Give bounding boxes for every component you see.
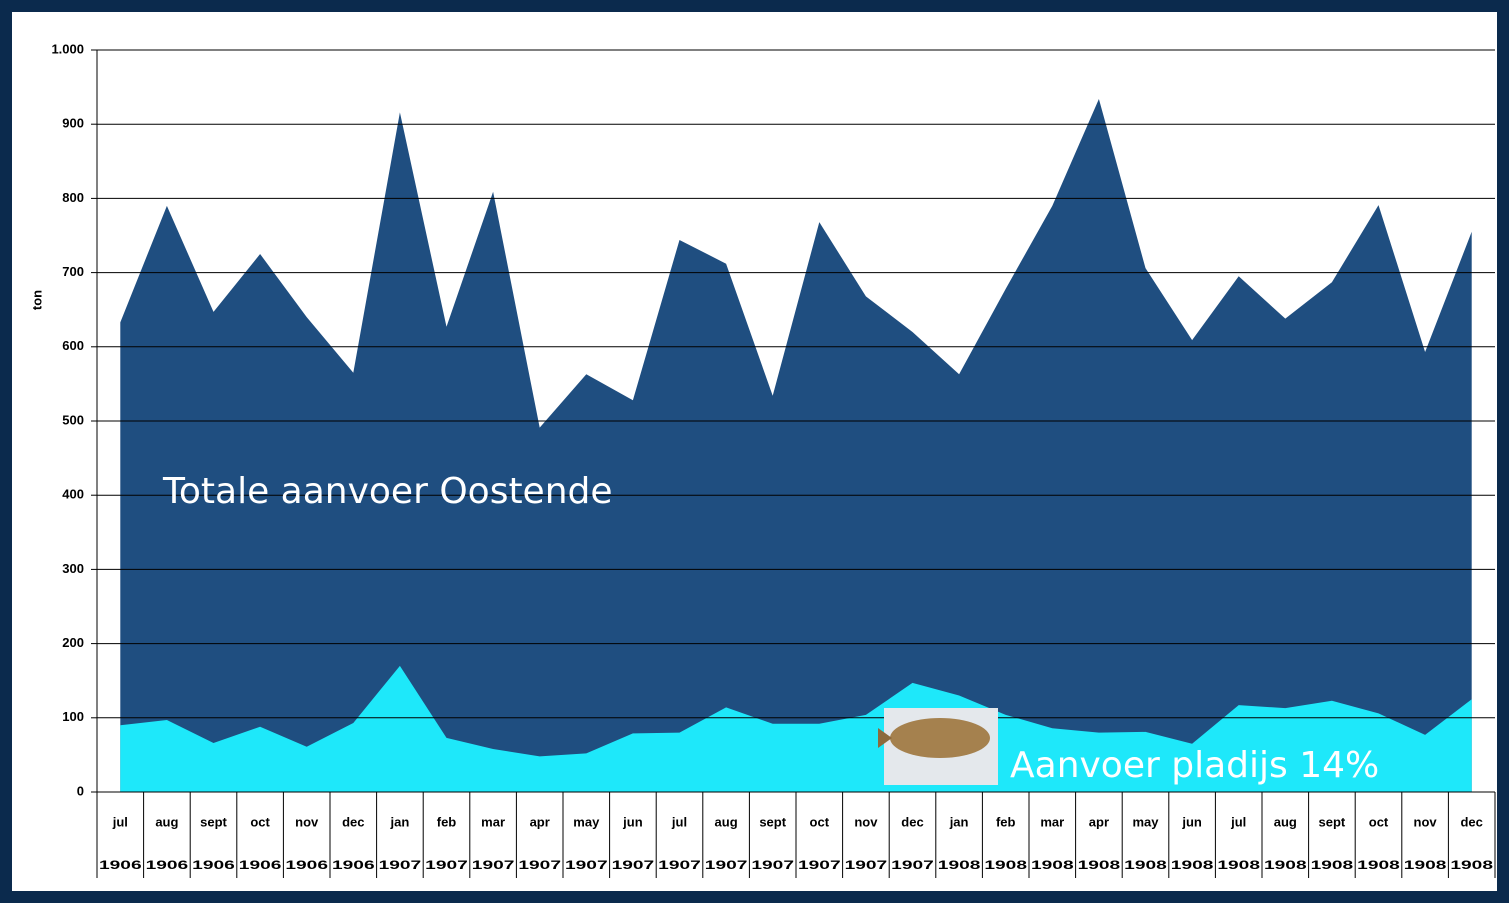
x-tick-label: aug <box>155 814 178 829</box>
x-tick-label: mar <box>1040 814 1064 829</box>
x-tick-label: sept <box>759 814 786 829</box>
x-tick-label: jul <box>671 814 687 829</box>
y-tick-label: 500 <box>62 412 84 427</box>
x-year-label: 1906 <box>99 858 142 872</box>
x-tick-label: oct <box>250 814 270 829</box>
x-tick-label: apr <box>530 814 550 829</box>
x-year-label: 1906 <box>285 858 328 872</box>
x-year-label: 1906 <box>192 858 235 872</box>
x-tick-label: may <box>1132 814 1159 829</box>
y-tick-label: 100 <box>62 709 84 724</box>
x-tick-label: aug <box>1274 814 1297 829</box>
x-year-label: 1908 <box>1078 858 1121 872</box>
x-year-label: 1907 <box>518 858 561 872</box>
x-tick-label: may <box>573 814 600 829</box>
y-tick-label: 0 <box>77 783 84 798</box>
y-axis-label: ton <box>29 290 44 310</box>
x-tick-label: dec <box>1460 814 1482 829</box>
x-tick-label: nov <box>1414 814 1438 829</box>
x-tick-label: jul <box>1230 814 1246 829</box>
x-year-label: 1907 <box>612 858 655 872</box>
x-tick-label: jun <box>622 814 643 829</box>
x-tick-label: jun <box>1181 814 1202 829</box>
x-year-label: 1908 <box>1264 858 1307 872</box>
y-tick-label: 300 <box>62 561 84 576</box>
series-label: Totale aanvoer Oostende <box>162 471 613 512</box>
x-year-label: 1908 <box>1171 858 1214 872</box>
x-year-label: 1906 <box>332 858 375 872</box>
x-year-label: 1908 <box>938 858 981 872</box>
x-tick-label: feb <box>996 814 1016 829</box>
y-tick-label: 700 <box>62 264 84 279</box>
x-year-label: 1908 <box>1357 858 1400 872</box>
x-tick-label: nov <box>295 814 319 829</box>
x-year-label: 1908 <box>1311 858 1354 872</box>
page: ton 0 100 200 300 400 500 600 700 800 900 1.000 jul… <box>0 0 1509 903</box>
x-tick-label: aug <box>715 814 738 829</box>
y-tick-label: 600 <box>62 338 84 353</box>
y-tick-label: 200 <box>62 635 84 650</box>
x-tick-label: apr <box>1089 814 1109 829</box>
x-year-label: 1908 <box>1217 858 1260 872</box>
series-label: Aanvoer pladijs 14% <box>1010 745 1379 786</box>
y-tick-label: 400 <box>62 487 84 502</box>
x-year-label: 1907 <box>379 858 422 872</box>
fish-photo <box>878 708 998 785</box>
x-tick-label: dec <box>342 814 364 829</box>
fish-body <box>890 718 990 758</box>
x-tick-label: nov <box>854 814 878 829</box>
x-tick-label: sept <box>1319 814 1346 829</box>
x-tick-label: jan <box>390 814 410 829</box>
y-tick-label: 1.000 <box>51 41 84 56</box>
x-tick-label: mar <box>481 814 505 829</box>
x-tick-label: jan <box>949 814 969 829</box>
x-year-label: 1907 <box>845 858 888 872</box>
x-year-label: 1908 <box>1031 858 1074 872</box>
x-year-label: 1906 <box>239 858 282 872</box>
x-year-label: 1906 <box>146 858 189 872</box>
x-tick-label: sept <box>200 814 227 829</box>
y-tick-label: 800 <box>62 190 84 205</box>
x-year-label: 1907 <box>705 858 748 872</box>
x-tick-label: oct <box>810 814 830 829</box>
x-year-label: 1907 <box>472 858 515 872</box>
x-year-label: 1907 <box>658 858 701 872</box>
x-year-label: 1907 <box>565 858 608 872</box>
x-year-label: 1908 <box>984 858 1027 872</box>
x-tick-label: feb <box>437 814 457 829</box>
x-year-label: 1908 <box>1404 858 1447 872</box>
x-year-label: 1907 <box>751 858 794 872</box>
x-year-label: 1907 <box>798 858 841 872</box>
x-year-label: 1907 <box>425 858 468 872</box>
x-year-label: 1908 <box>1450 858 1493 872</box>
x-year-label: 1908 <box>1124 858 1167 872</box>
x-tick-label: dec <box>901 814 923 829</box>
chart: ton 0 100 200 300 400 500 600 700 800 900 1.000 jul… <box>0 0 1509 903</box>
x-year-label: 1907 <box>891 858 934 872</box>
y-tick-label: 900 <box>62 116 84 131</box>
x-tick-label: oct <box>1369 814 1389 829</box>
x-tick-label: jul <box>112 814 128 829</box>
